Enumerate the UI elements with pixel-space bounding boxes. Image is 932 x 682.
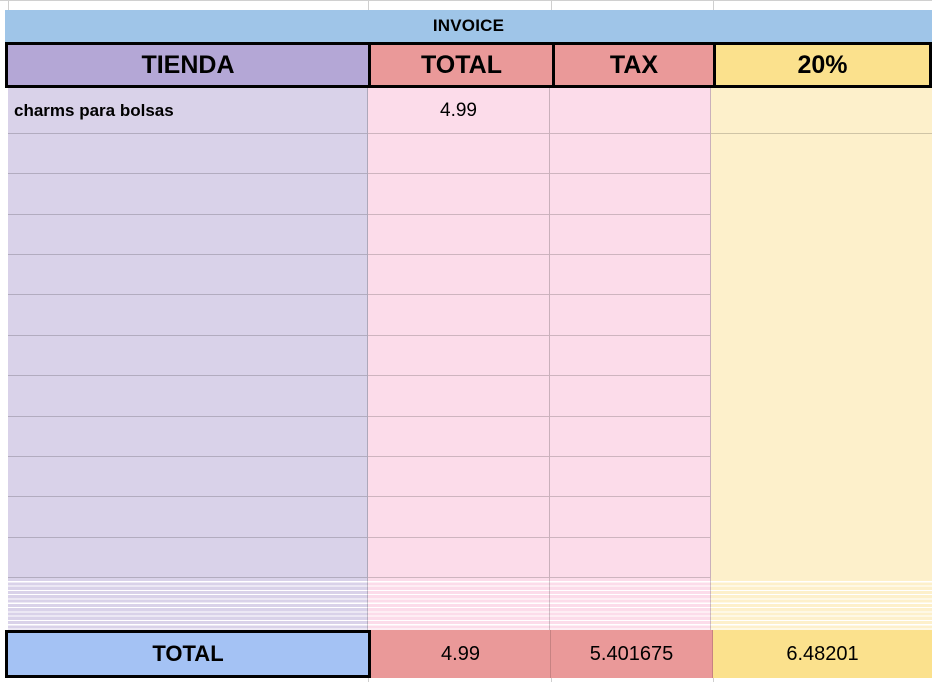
pct-sum-cell[interactable]: 6.48201	[713, 630, 932, 678]
cell-total-row1[interactable]: 4.99	[368, 88, 549, 134]
empty-cell[interactable]	[8, 417, 367, 457]
tax-sum-cell[interactable]: 5.401675	[551, 630, 713, 678]
empty-cell[interactable]	[8, 215, 367, 256]
header-label-tienda: TIENDA	[141, 50, 235, 79]
empty-cell[interactable]	[8, 255, 367, 296]
total-label-cell[interactable]: TOTAL	[5, 630, 371, 678]
collapsed-rows-band	[8, 578, 932, 630]
header-label-tax: TAX	[609, 50, 659, 79]
empty-cell[interactable]	[368, 255, 549, 296]
tax-sum-text: 5.401675	[589, 642, 674, 665]
empty-cell[interactable]	[8, 538, 367, 578]
gridline-vertical	[551, 1, 552, 10]
header-label-total: TOTAL	[420, 50, 502, 79]
pct-sum-text: 6.48201	[786, 642, 859, 665]
collapsed-rows-total	[368, 578, 550, 630]
column-20pct	[711, 88, 932, 578]
empty-cell[interactable]	[368, 295, 549, 336]
header-label-20pct: 20%	[797, 50, 848, 79]
gridline-vertical	[368, 678, 369, 682]
empty-cell[interactable]	[550, 295, 710, 336]
gridline-vertical	[713, 678, 714, 682]
empty-cell[interactable]	[550, 336, 710, 377]
empty-cell[interactable]	[8, 457, 367, 498]
merged-yellow-cell[interactable]	[711, 134, 932, 578]
top-row-sliver	[0, 0, 932, 10]
header-row: TIENDA TOTAL TAX 20%	[5, 42, 932, 88]
total-sum-text: 4.99	[441, 642, 480, 665]
empty-cell[interactable]	[550, 538, 710, 578]
column-tienda: charms para bolsas	[8, 88, 368, 578]
header-cell-20pct[interactable]: 20%	[716, 45, 929, 85]
item-name-text: charms para bolsas	[14, 100, 174, 120]
cell-20pct-row1[interactable]	[711, 88, 932, 134]
empty-cell[interactable]	[550, 497, 710, 538]
invoice-title-cell[interactable]: INVOICE	[5, 10, 932, 42]
empty-cell[interactable]	[368, 538, 549, 578]
header-cell-total[interactable]: TOTAL	[371, 45, 555, 85]
total-sum-cell[interactable]: 4.99	[371, 630, 551, 678]
empty-cell[interactable]	[368, 336, 549, 377]
item-total-text: 4.99	[440, 99, 477, 121]
column-tax	[550, 88, 711, 578]
gridline-vertical	[551, 678, 552, 682]
empty-cell[interactable]	[8, 174, 367, 215]
collapsed-rows-20pct	[711, 578, 932, 630]
empty-cell[interactable]	[8, 295, 367, 336]
table-body: charms para bolsas 4.99	[8, 88, 932, 578]
cell-tienda-row1[interactable]: charms para bolsas	[8, 88, 367, 134]
empty-cell[interactable]	[550, 255, 710, 296]
gridline-vertical	[713, 1, 714, 10]
empty-cell[interactable]	[368, 417, 549, 457]
empty-cell[interactable]	[368, 134, 549, 175]
empty-cell[interactable]	[550, 174, 710, 215]
header-cell-tax[interactable]: TAX	[555, 45, 716, 85]
collapsed-rows-tax	[550, 578, 711, 630]
empty-cell[interactable]	[8, 497, 367, 538]
empty-cell[interactable]	[550, 134, 710, 175]
empty-cell[interactable]	[550, 215, 710, 256]
empty-cell[interactable]	[368, 174, 549, 215]
cell-tax-row1[interactable]	[550, 88, 710, 134]
empty-cell[interactable]	[8, 134, 367, 175]
empty-cell[interactable]	[8, 336, 367, 377]
empty-cell[interactable]	[550, 457, 710, 498]
total-row: TOTAL 4.99 5.401675 6.48201	[5, 630, 932, 678]
bottom-row-sliver	[0, 678, 932, 682]
gridline-vertical	[368, 1, 369, 10]
column-total: 4.99	[368, 88, 550, 578]
collapsed-rows-tienda	[8, 578, 368, 630]
empty-cell[interactable]	[550, 376, 710, 417]
invoice-title-text: INVOICE	[432, 16, 505, 35]
empty-cell[interactable]	[368, 376, 549, 417]
empty-cell[interactable]	[368, 497, 549, 538]
empty-cell[interactable]	[368, 215, 549, 256]
gridline-vertical	[8, 1, 9, 10]
header-cell-tienda[interactable]: TIENDA	[8, 45, 371, 85]
empty-cell[interactable]	[368, 457, 549, 498]
empty-cell[interactable]	[550, 417, 710, 457]
empty-cell[interactable]	[8, 376, 367, 417]
total-label-text: TOTAL	[152, 641, 224, 666]
